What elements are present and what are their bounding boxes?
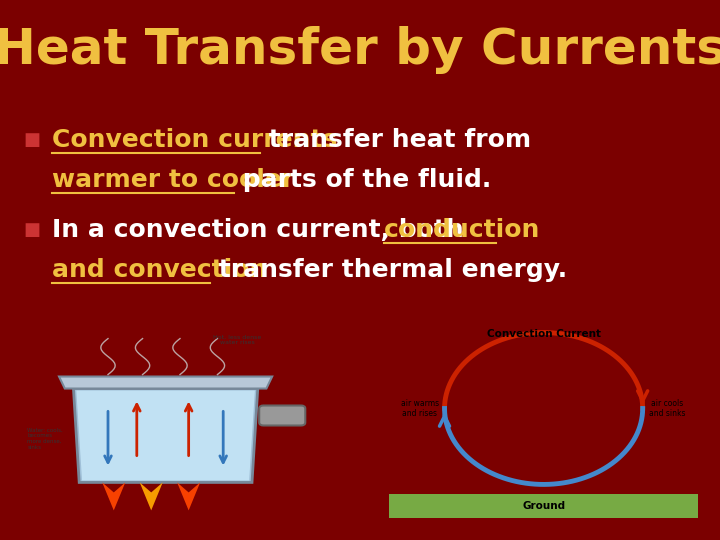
Text: air warms
and rises: air warms and rises bbox=[401, 399, 438, 418]
Text: air cools
and sinks: air cools and sinks bbox=[649, 399, 685, 418]
Text: warmer to cooler: warmer to cooler bbox=[52, 168, 294, 192]
Text: ■: ■ bbox=[24, 131, 40, 149]
Text: Hot, less dense
water rises: Hot, less dense water rises bbox=[213, 335, 262, 346]
Polygon shape bbox=[73, 389, 258, 482]
Text: Convection Current: Convection Current bbox=[487, 328, 600, 339]
Text: Convection currents: Convection currents bbox=[52, 128, 337, 152]
Text: conduction: conduction bbox=[384, 218, 541, 242]
Text: Water: cools,
becomes
more dense,
sinks: Water: cools, becomes more dense, sinks bbox=[27, 427, 63, 450]
Polygon shape bbox=[389, 495, 698, 518]
Text: transfer heat from: transfer heat from bbox=[260, 128, 531, 152]
Polygon shape bbox=[76, 390, 255, 481]
Text: and convection: and convection bbox=[52, 258, 267, 282]
Text: ■: ■ bbox=[24, 221, 40, 239]
Polygon shape bbox=[140, 482, 163, 510]
Text: Ground: Ground bbox=[522, 502, 565, 511]
Text: transfer thermal energy.: transfer thermal energy. bbox=[210, 258, 567, 282]
Polygon shape bbox=[177, 482, 200, 510]
FancyBboxPatch shape bbox=[259, 406, 305, 426]
Polygon shape bbox=[59, 376, 272, 389]
Text: In a convection current, both: In a convection current, both bbox=[52, 218, 472, 242]
Text: parts of the fluid.: parts of the fluid. bbox=[234, 168, 491, 192]
Text: Heat Transfer by Currents: Heat Transfer by Currents bbox=[0, 26, 720, 74]
Polygon shape bbox=[102, 482, 125, 510]
